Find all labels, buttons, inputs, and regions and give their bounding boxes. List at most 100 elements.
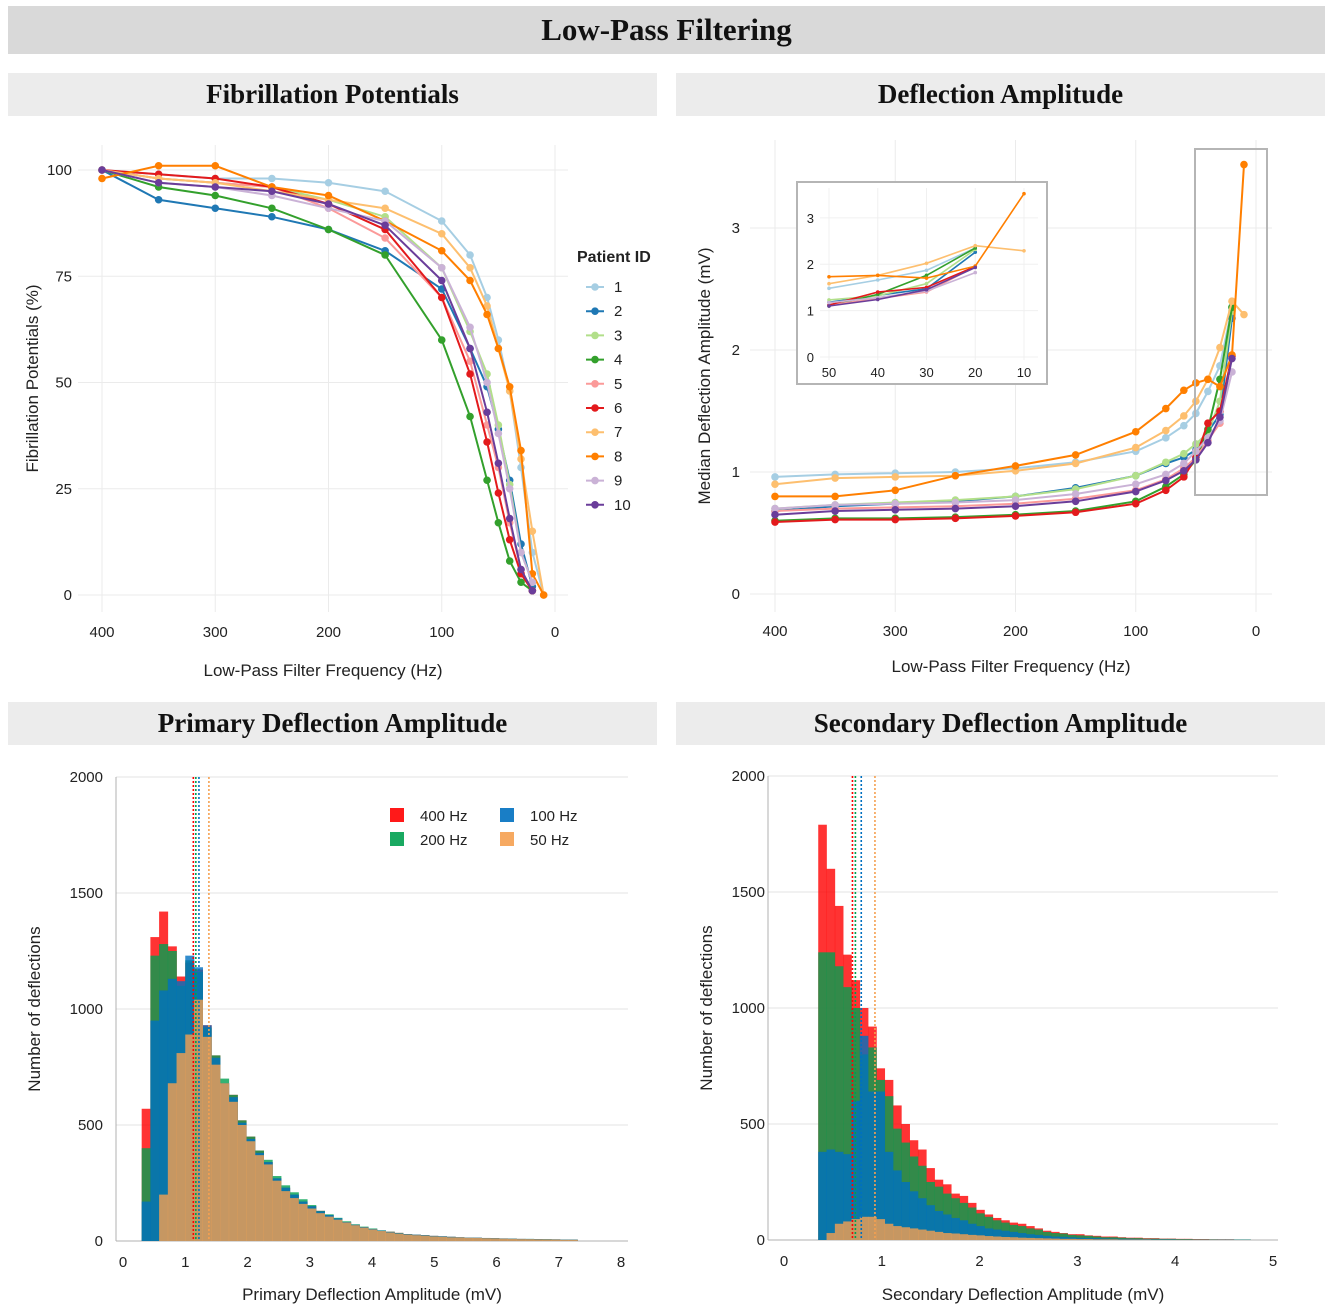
secondary-bar-100-Hz bbox=[909, 1191, 919, 1240]
secondary-bar-50-Hz bbox=[859, 1216, 869, 1240]
inset-point-10 bbox=[875, 297, 880, 302]
inset-point-6 bbox=[875, 290, 880, 294]
secondary-bar-50-Hz bbox=[1100, 1239, 1110, 1240]
legend-entry-label: 3 bbox=[614, 327, 622, 344]
secondary-bar-50-Hz bbox=[951, 1233, 960, 1240]
defl-point-9 bbox=[1131, 480, 1140, 489]
primary-x-tick-label: 5 bbox=[430, 1254, 438, 1271]
inset-point-8 bbox=[875, 273, 880, 278]
secondary-y-tick-label: 0 bbox=[757, 1232, 765, 1249]
secondary-bar-50-Hz bbox=[901, 1227, 910, 1240]
primary-bar-50-Hz bbox=[202, 1036, 212, 1241]
secondary-bar-200-Hz bbox=[843, 987, 852, 1240]
fib-point-8 bbox=[466, 276, 474, 285]
primary-bar-50-Hz bbox=[220, 1083, 230, 1241]
defl-x-tick-label: 0 bbox=[1252, 623, 1260, 640]
inset-x-tick-label: 30 bbox=[919, 365, 933, 380]
defl-point-8 bbox=[1071, 451, 1080, 459]
defl-point-6 bbox=[1071, 508, 1080, 517]
primary-bar-100-Hz bbox=[150, 1020, 160, 1241]
primary-bar-50-Hz bbox=[350, 1225, 360, 1241]
legend-swatch-point bbox=[591, 283, 599, 291]
secondary-bar-200-Hz bbox=[834, 966, 844, 1240]
defl-point-9 bbox=[1180, 459, 1188, 468]
inset-x-tick-label: 10 bbox=[1017, 365, 1031, 380]
defl-point-6 bbox=[1011, 512, 1020, 520]
primary-x-tick-label: 6 bbox=[492, 1254, 500, 1271]
primary-bar-50-Hz bbox=[228, 1101, 238, 1241]
legend-swatch-point bbox=[591, 331, 599, 340]
secondary-bar-50-Hz bbox=[893, 1226, 902, 1240]
primary-bar-50-Hz bbox=[429, 1236, 439, 1241]
primary-bar-50-Hz bbox=[507, 1238, 517, 1241]
defl-y-tick-label: 3 bbox=[732, 220, 740, 237]
primary-y-tick-label: 1000 bbox=[70, 1001, 103, 1018]
defl-point-6 bbox=[1162, 486, 1170, 495]
fib-point-4 bbox=[466, 412, 474, 421]
secondary-bar-100-Hz bbox=[868, 1091, 877, 1240]
legend-entry-label: 2 bbox=[614, 303, 622, 320]
secondary-bar-50-Hz bbox=[1084, 1239, 1093, 1240]
secondary-bar-100-Hz bbox=[1125, 1238, 1135, 1240]
defl-point-8 bbox=[1204, 375, 1212, 384]
fib-point-10 bbox=[268, 187, 276, 196]
defl-point-6 bbox=[831, 515, 839, 524]
defl-point-3 bbox=[1162, 458, 1170, 467]
primary-bar-50-Hz bbox=[333, 1219, 343, 1241]
fib-y-tick-label: 100 bbox=[47, 162, 72, 179]
secondary-bar-50-Hz bbox=[942, 1233, 952, 1240]
fib-panel-title: Fibrillation Potentials bbox=[8, 73, 657, 116]
defl-point-8 bbox=[831, 492, 839, 501]
defl-point-10 bbox=[1228, 354, 1236, 363]
defl-point-8 bbox=[1011, 462, 1020, 470]
fib-series-line-2 bbox=[101, 169, 534, 587]
primary-x-axis-label: Primary Deflection Amplitude (mV) bbox=[242, 1285, 502, 1304]
fib-point-10 bbox=[211, 183, 220, 191]
primary-bar-50-Hz bbox=[342, 1222, 352, 1241]
defl-point-6 bbox=[771, 518, 779, 526]
legend-swatch-100-Hz bbox=[500, 808, 514, 822]
fib-point-6 bbox=[466, 370, 474, 378]
secondary-bar-100-Hz bbox=[1159, 1239, 1168, 1240]
fib-x-tick-label: 300 bbox=[203, 624, 228, 641]
inset-y-tick-label: 3 bbox=[807, 211, 814, 226]
secondary-bar-50-Hz bbox=[1042, 1238, 1052, 1240]
secondary-x-tick-label: 3 bbox=[1073, 1253, 1081, 1270]
secondary-bar-100-Hz bbox=[934, 1211, 944, 1240]
legend-swatch-point bbox=[591, 380, 599, 388]
inset-point-3 bbox=[827, 298, 831, 302]
secondary-bar-100-Hz bbox=[1026, 1234, 1035, 1240]
primary-bar-50-Hz bbox=[403, 1234, 413, 1241]
primary-panel-title: Primary Deflection Amplitude bbox=[8, 702, 657, 745]
secondary-bar-50-Hz bbox=[843, 1221, 852, 1240]
secondary-bar-100-Hz bbox=[1017, 1233, 1027, 1240]
primary-bar-100-Hz bbox=[141, 1201, 151, 1241]
primary-x-tick-label: 0 bbox=[119, 1254, 127, 1271]
defl-point-10 bbox=[1162, 476, 1170, 485]
inset-point-2 bbox=[973, 250, 978, 254]
defl-x-tick-label: 300 bbox=[883, 623, 908, 640]
primary-y-tick-label: 1500 bbox=[70, 885, 103, 902]
legend-entry-label: 8 bbox=[614, 448, 622, 465]
secondary-x-tick-label: 2 bbox=[975, 1253, 983, 1270]
defl-point-7 bbox=[1240, 310, 1248, 319]
fib-point-8 bbox=[98, 174, 106, 183]
secondary-bar-50-Hz bbox=[1109, 1239, 1118, 1240]
secondary-bar-100-Hz bbox=[818, 1151, 827, 1240]
secondary-bar-100-Hz bbox=[1167, 1239, 1176, 1240]
fib-point-9 bbox=[517, 548, 525, 557]
secondary-bar-50-Hz bbox=[1067, 1238, 1077, 1240]
primary-bar-50-Hz bbox=[246, 1141, 256, 1241]
secondary-bar-200-Hz bbox=[1075, 1235, 1085, 1240]
secondary-bar-50-Hz bbox=[1001, 1236, 1010, 1240]
fib-point-1 bbox=[381, 187, 389, 196]
inset-point-3 bbox=[924, 281, 929, 286]
fib-point-8 bbox=[517, 446, 525, 455]
primary-bar-50-Hz bbox=[394, 1233, 404, 1241]
secondary-bar-50-Hz bbox=[909, 1228, 919, 1240]
secondary-bar-100-Hz bbox=[884, 1151, 894, 1240]
primary-bar-50-Hz bbox=[272, 1180, 282, 1241]
defl-point-7 bbox=[891, 473, 900, 481]
primary-bar-50-Hz bbox=[167, 1083, 177, 1241]
legend-swatch-50-Hz bbox=[500, 832, 514, 846]
